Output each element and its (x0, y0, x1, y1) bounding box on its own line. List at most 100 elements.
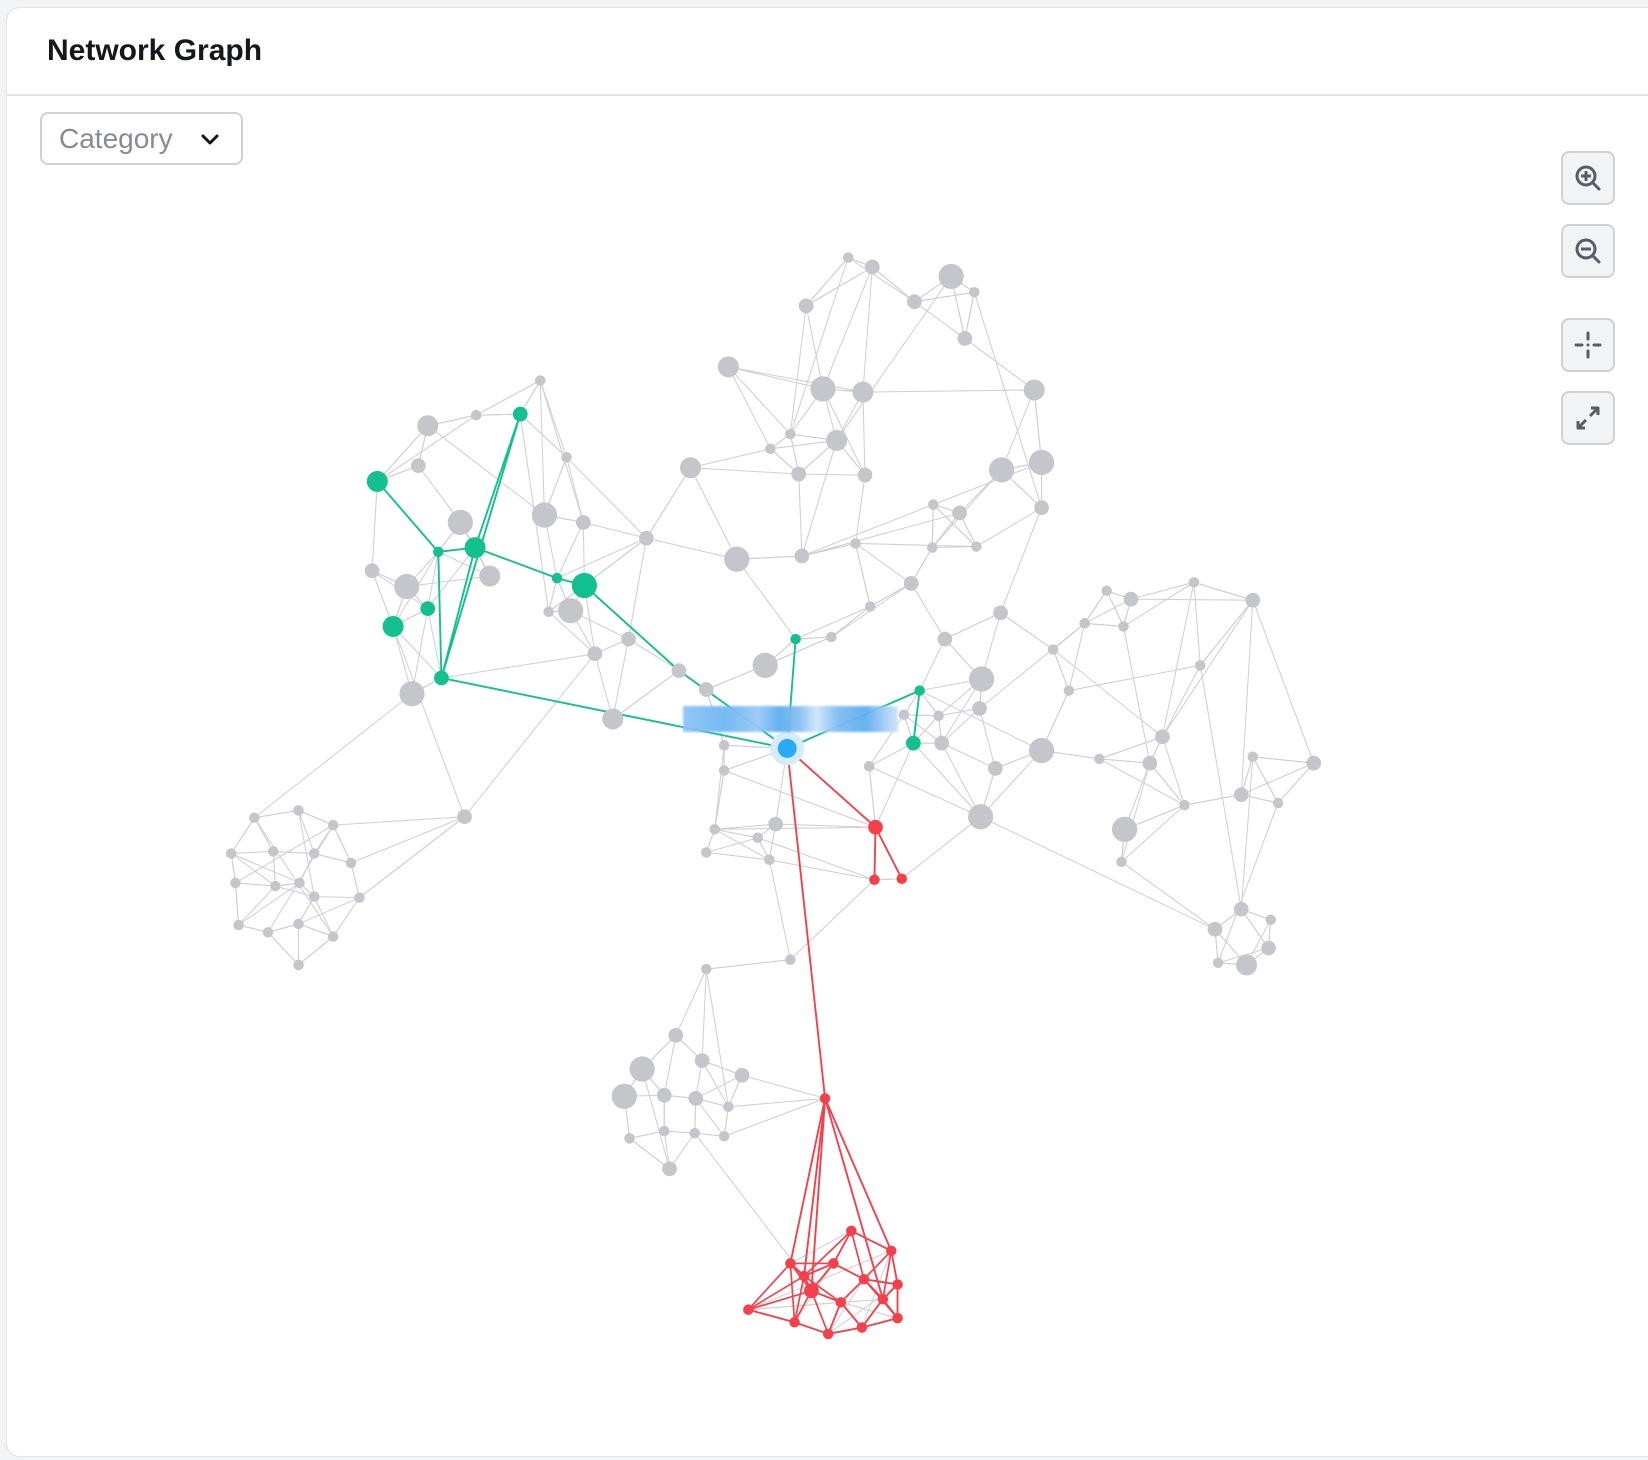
graph-node[interactable] (399, 681, 425, 707)
graph-node[interactable] (743, 1304, 754, 1315)
graph-node[interactable] (624, 1133, 635, 1144)
graph-node[interactable] (928, 499, 939, 510)
graph-node[interactable] (688, 1091, 704, 1106)
graph-node[interactable] (293, 959, 304, 971)
graph-node[interactable] (864, 259, 880, 275)
graph-node[interactable] (1247, 751, 1259, 763)
graph-node[interactable] (993, 605, 1008, 621)
graph-node[interactable] (656, 1087, 672, 1103)
graph-node[interactable] (345, 857, 357, 869)
category-dropdown[interactable]: Category (40, 112, 243, 165)
graph-node[interactable] (1272, 797, 1284, 809)
graph-node[interactable] (309, 848, 320, 859)
graph-node[interactable] (969, 666, 995, 692)
graph-node[interactable] (531, 502, 558, 528)
graph-node[interactable] (709, 824, 720, 835)
graph-node[interactable] (933, 710, 944, 722)
graph-node[interactable] (611, 1083, 637, 1109)
graph-node[interactable] (791, 466, 807, 482)
graph-node[interactable] (937, 631, 953, 647)
graph-node[interactable] (1265, 914, 1276, 925)
graph-node[interactable] (1155, 729, 1170, 745)
graph-node[interactable] (1023, 379, 1045, 401)
graph-node[interactable] (668, 1027, 684, 1043)
graph-node[interactable] (717, 356, 739, 378)
graph-node[interactable] (842, 252, 854, 263)
graph-node[interactable] (1118, 621, 1129, 632)
graph-node[interactable] (852, 381, 874, 403)
graph-node[interactable] (898, 709, 910, 721)
zoom-out-button[interactable] (1561, 224, 1615, 278)
graph-node[interactable] (952, 505, 967, 521)
center-button[interactable] (1561, 318, 1615, 372)
graph-node[interactable] (914, 685, 925, 696)
graph-node[interactable] (249, 812, 260, 824)
graph-node[interactable] (230, 877, 241, 889)
graph-node[interactable] (1306, 755, 1322, 771)
graph-node[interactable] (858, 1273, 870, 1285)
graph-node[interactable] (785, 1258, 796, 1269)
zoom-in-button[interactable] (1561, 151, 1615, 205)
graph-node[interactable] (734, 1067, 750, 1083)
graph-node[interactable] (639, 530, 654, 546)
graph-node[interactable] (1195, 660, 1206, 671)
graph-node[interactable] (856, 1322, 868, 1333)
graph-node[interactable] (987, 761, 1003, 776)
graph-node[interactable] (479, 565, 501, 587)
graph-node[interactable] (790, 633, 801, 645)
graph-node[interactable] (293, 805, 304, 816)
graph-node[interactable] (794, 548, 810, 564)
graph-node[interactable] (602, 708, 624, 730)
graph-node[interactable] (903, 576, 919, 591)
graph-node[interactable] (798, 1270, 810, 1282)
graph-node[interactable] (543, 606, 554, 618)
graph-node[interactable] (938, 263, 964, 290)
graph-node[interactable] (972, 701, 987, 716)
graph-node[interactable] (364, 563, 380, 579)
graph-node[interactable] (785, 428, 796, 440)
graph-node[interactable] (270, 880, 281, 892)
graph-node[interactable] (1047, 644, 1059, 655)
graph-node[interactable] (621, 631, 636, 647)
graph-node[interactable] (826, 631, 837, 643)
graph-node[interactable] (892, 1279, 903, 1290)
graph-node[interactable] (561, 451, 572, 463)
graph-node[interactable] (233, 919, 244, 931)
graph-node[interactable] (789, 1317, 800, 1328)
graph-node[interactable] (629, 1056, 655, 1082)
graph-node[interactable] (662, 1161, 677, 1177)
graph-node[interactable] (752, 832, 764, 843)
graph-node[interactable] (1245, 592, 1261, 608)
graph-node[interactable] (1034, 500, 1049, 516)
graph-node[interactable] (534, 375, 546, 386)
selected-node[interactable] (777, 738, 797, 758)
graph-node[interactable] (989, 457, 1015, 483)
graph-node[interactable] (718, 739, 730, 751)
graph-node[interactable] (886, 1245, 897, 1257)
graph-node[interactable] (658, 1125, 670, 1137)
graph-node[interactable] (1111, 816, 1138, 842)
graph-node[interactable] (382, 615, 404, 637)
graph-node[interactable] (826, 429, 848, 451)
graph-node[interactable] (1212, 957, 1224, 969)
graph-node[interactable] (1094, 753, 1105, 765)
graph-node[interactable] (1236, 954, 1258, 976)
graph-node[interactable] (724, 546, 750, 572)
graph-node[interactable] (558, 598, 584, 624)
graph-node[interactable] (828, 1258, 839, 1269)
graph-node[interactable] (671, 663, 687, 678)
graph-node[interactable] (752, 652, 778, 678)
graph-node[interactable] (420, 601, 436, 616)
graph-node[interactable] (1207, 921, 1223, 937)
graph-node[interactable] (857, 467, 873, 483)
graph-node[interactable] (927, 542, 938, 553)
graph-node[interactable] (694, 1053, 710, 1068)
graph-node[interactable] (1261, 940, 1276, 956)
graph-node[interactable] (571, 572, 597, 599)
graph-node[interactable] (934, 735, 950, 751)
graph-node[interactable] (1179, 799, 1190, 811)
graph-node[interactable] (268, 846, 279, 857)
graph-node[interactable] (869, 874, 880, 886)
graph-node[interactable] (1028, 737, 1055, 764)
graph-node[interactable] (394, 573, 420, 600)
